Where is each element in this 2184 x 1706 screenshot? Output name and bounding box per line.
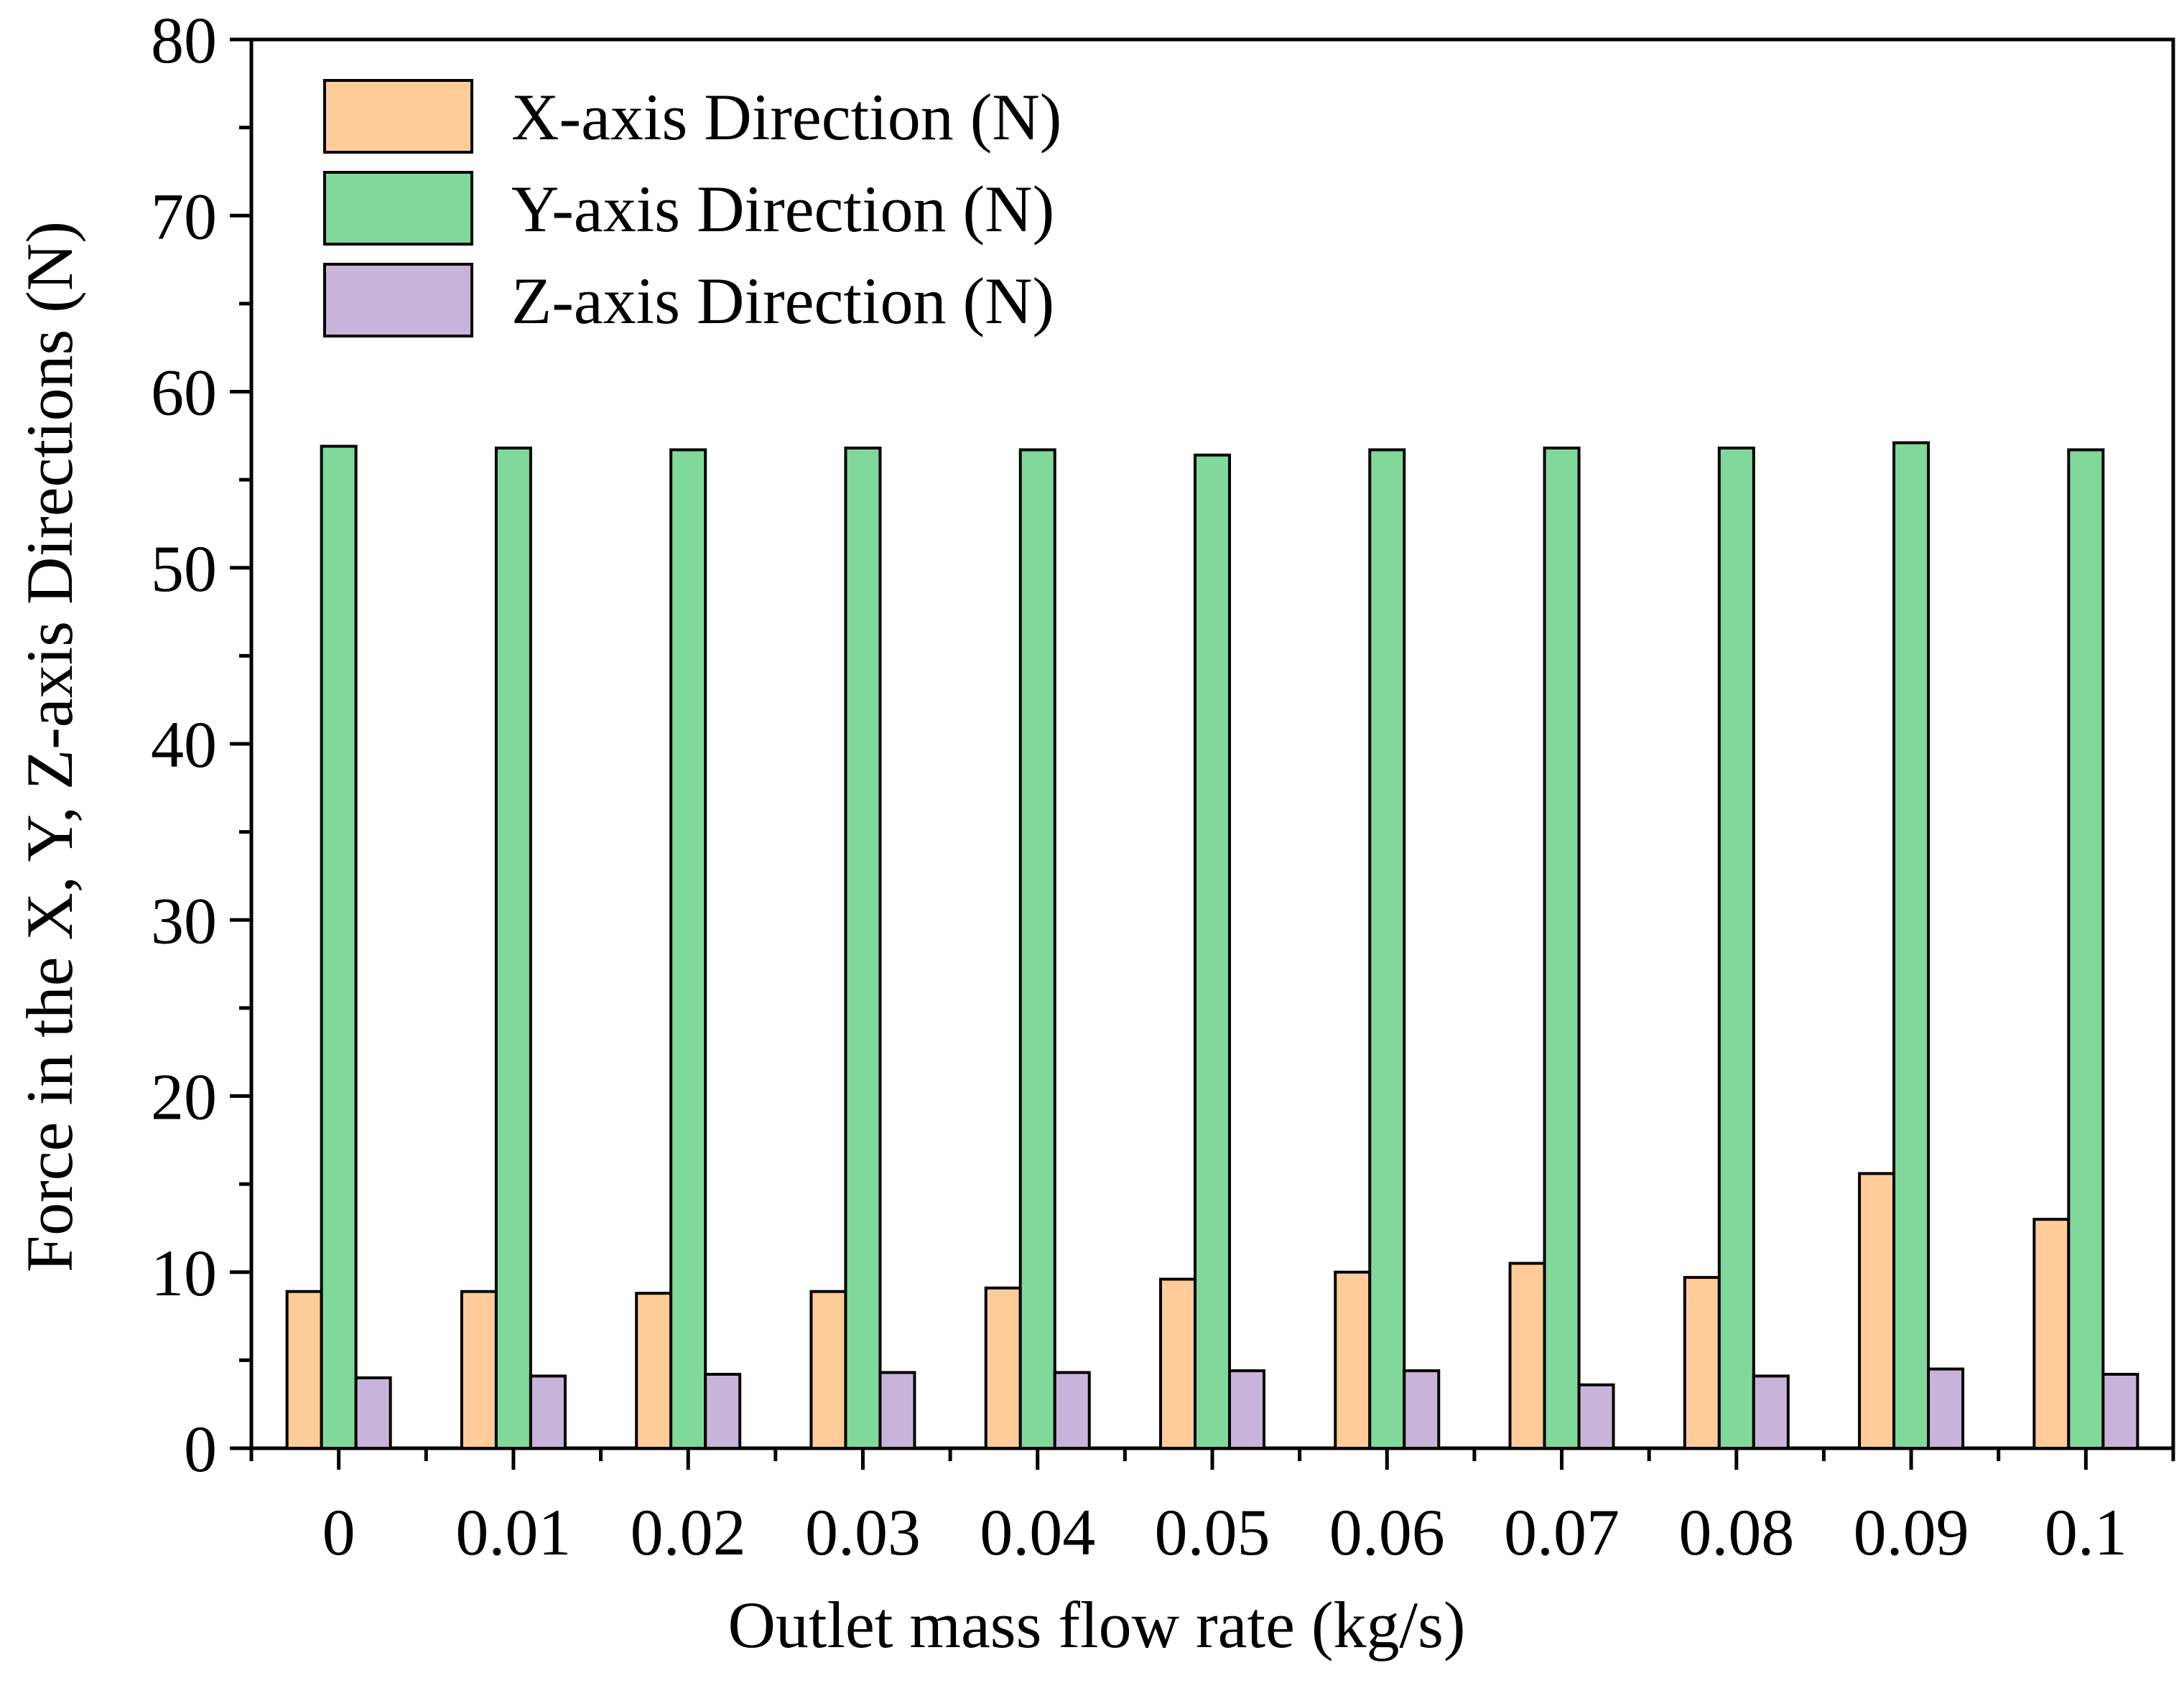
x-tick-label: 0.01 xyxy=(455,1496,571,1569)
bar-x-axis xyxy=(1334,1270,1372,1450)
y-tick-label: 10 xyxy=(151,1236,217,1310)
bar-x-axis xyxy=(984,1286,1022,1450)
bar-z-axis xyxy=(1053,1371,1091,1450)
bar-z-axis xyxy=(704,1372,742,1450)
bar-z-axis xyxy=(1228,1369,1265,1450)
legend-swatch xyxy=(323,79,473,154)
bar-y-axis xyxy=(1368,448,1406,1450)
legend-swatch xyxy=(323,171,473,246)
axes-layer: 0 10 20 30 40 50 60 70 80 0 0.01 0.02 0.03 0.04 0.05 0.… xyxy=(151,4,2175,1569)
bar-y-axis xyxy=(494,446,532,1450)
x-tick-label: 0 xyxy=(322,1496,356,1569)
bar-y-axis xyxy=(1717,446,1755,1450)
bar-z-axis xyxy=(529,1374,567,1450)
x-tick-label: 0.07 xyxy=(1504,1496,1620,1569)
legend-label: Y-axis Direction (N) xyxy=(511,172,1054,246)
legend-label: Z-axis Direction (N) xyxy=(511,264,1054,337)
bar-z-axis xyxy=(1403,1369,1441,1450)
bar-y-axis xyxy=(2067,448,2105,1450)
y-tick-label: 30 xyxy=(151,884,217,957)
bar-z-axis xyxy=(1927,1367,1965,1450)
x-tick-label: 0.1 xyxy=(2045,1496,2127,1569)
y-tick-label: 0 xyxy=(184,1412,217,1486)
bar-y-axis xyxy=(1194,453,1231,1450)
bar-x-axis xyxy=(1159,1277,1196,1450)
bar-y-axis xyxy=(1018,448,1056,1450)
x-tick-label: 0.04 xyxy=(980,1496,1095,1569)
y-tick-label: 40 xyxy=(151,708,217,781)
y-tick-label: 60 xyxy=(151,356,217,429)
bar-x-axis xyxy=(1508,1262,1546,1450)
y-axis-title: Force in the X, Y, Z-axis Directions (N) xyxy=(13,221,86,1272)
bar-y-axis xyxy=(320,444,358,1450)
bar-x-axis xyxy=(635,1292,673,1450)
legend-label: X-axis Direction (N) xyxy=(511,80,1061,154)
legend: X-axis Direction (N) Y-axis Direction (N)… xyxy=(323,79,1061,337)
x-axis-title: Outlet mass flow rate (kg/s) xyxy=(728,1588,1465,1661)
y-tick-label: 80 xyxy=(151,4,217,77)
x-tick-label: 0.03 xyxy=(805,1496,921,1569)
bar-z-axis xyxy=(1577,1383,1615,1450)
bar-y-axis xyxy=(669,448,707,1450)
bar-z-axis xyxy=(354,1376,392,1450)
bar-y-axis xyxy=(1543,446,1581,1450)
legend-swatch xyxy=(323,263,473,337)
bar-y-axis xyxy=(844,446,882,1450)
bar-z-axis xyxy=(2101,1372,2139,1450)
bar-x-axis xyxy=(460,1290,498,1450)
bar-z-axis xyxy=(878,1371,916,1450)
bar-x-axis xyxy=(1683,1276,1721,1450)
x-tick-label: 0.08 xyxy=(1678,1496,1794,1569)
y-tick-label: 50 xyxy=(151,532,217,605)
bar-x-axis xyxy=(1858,1172,1896,1450)
bar-z-axis xyxy=(1752,1374,1790,1450)
bar-y-axis xyxy=(1892,441,1930,1450)
y-tick-label: 70 xyxy=(151,180,217,253)
x-tick-label: 0.09 xyxy=(1854,1496,1969,1569)
bar-x-axis xyxy=(809,1290,847,1450)
bar-x-axis xyxy=(285,1290,323,1450)
x-tick-label: 0.05 xyxy=(1155,1496,1270,1569)
y-tick-label: 20 xyxy=(151,1061,217,1134)
bars-layer xyxy=(285,441,2139,1450)
x-tick-label: 0.02 xyxy=(631,1496,746,1569)
bar-x-axis xyxy=(2032,1218,2071,1450)
x-tick-label: 0.06 xyxy=(1329,1496,1445,1569)
